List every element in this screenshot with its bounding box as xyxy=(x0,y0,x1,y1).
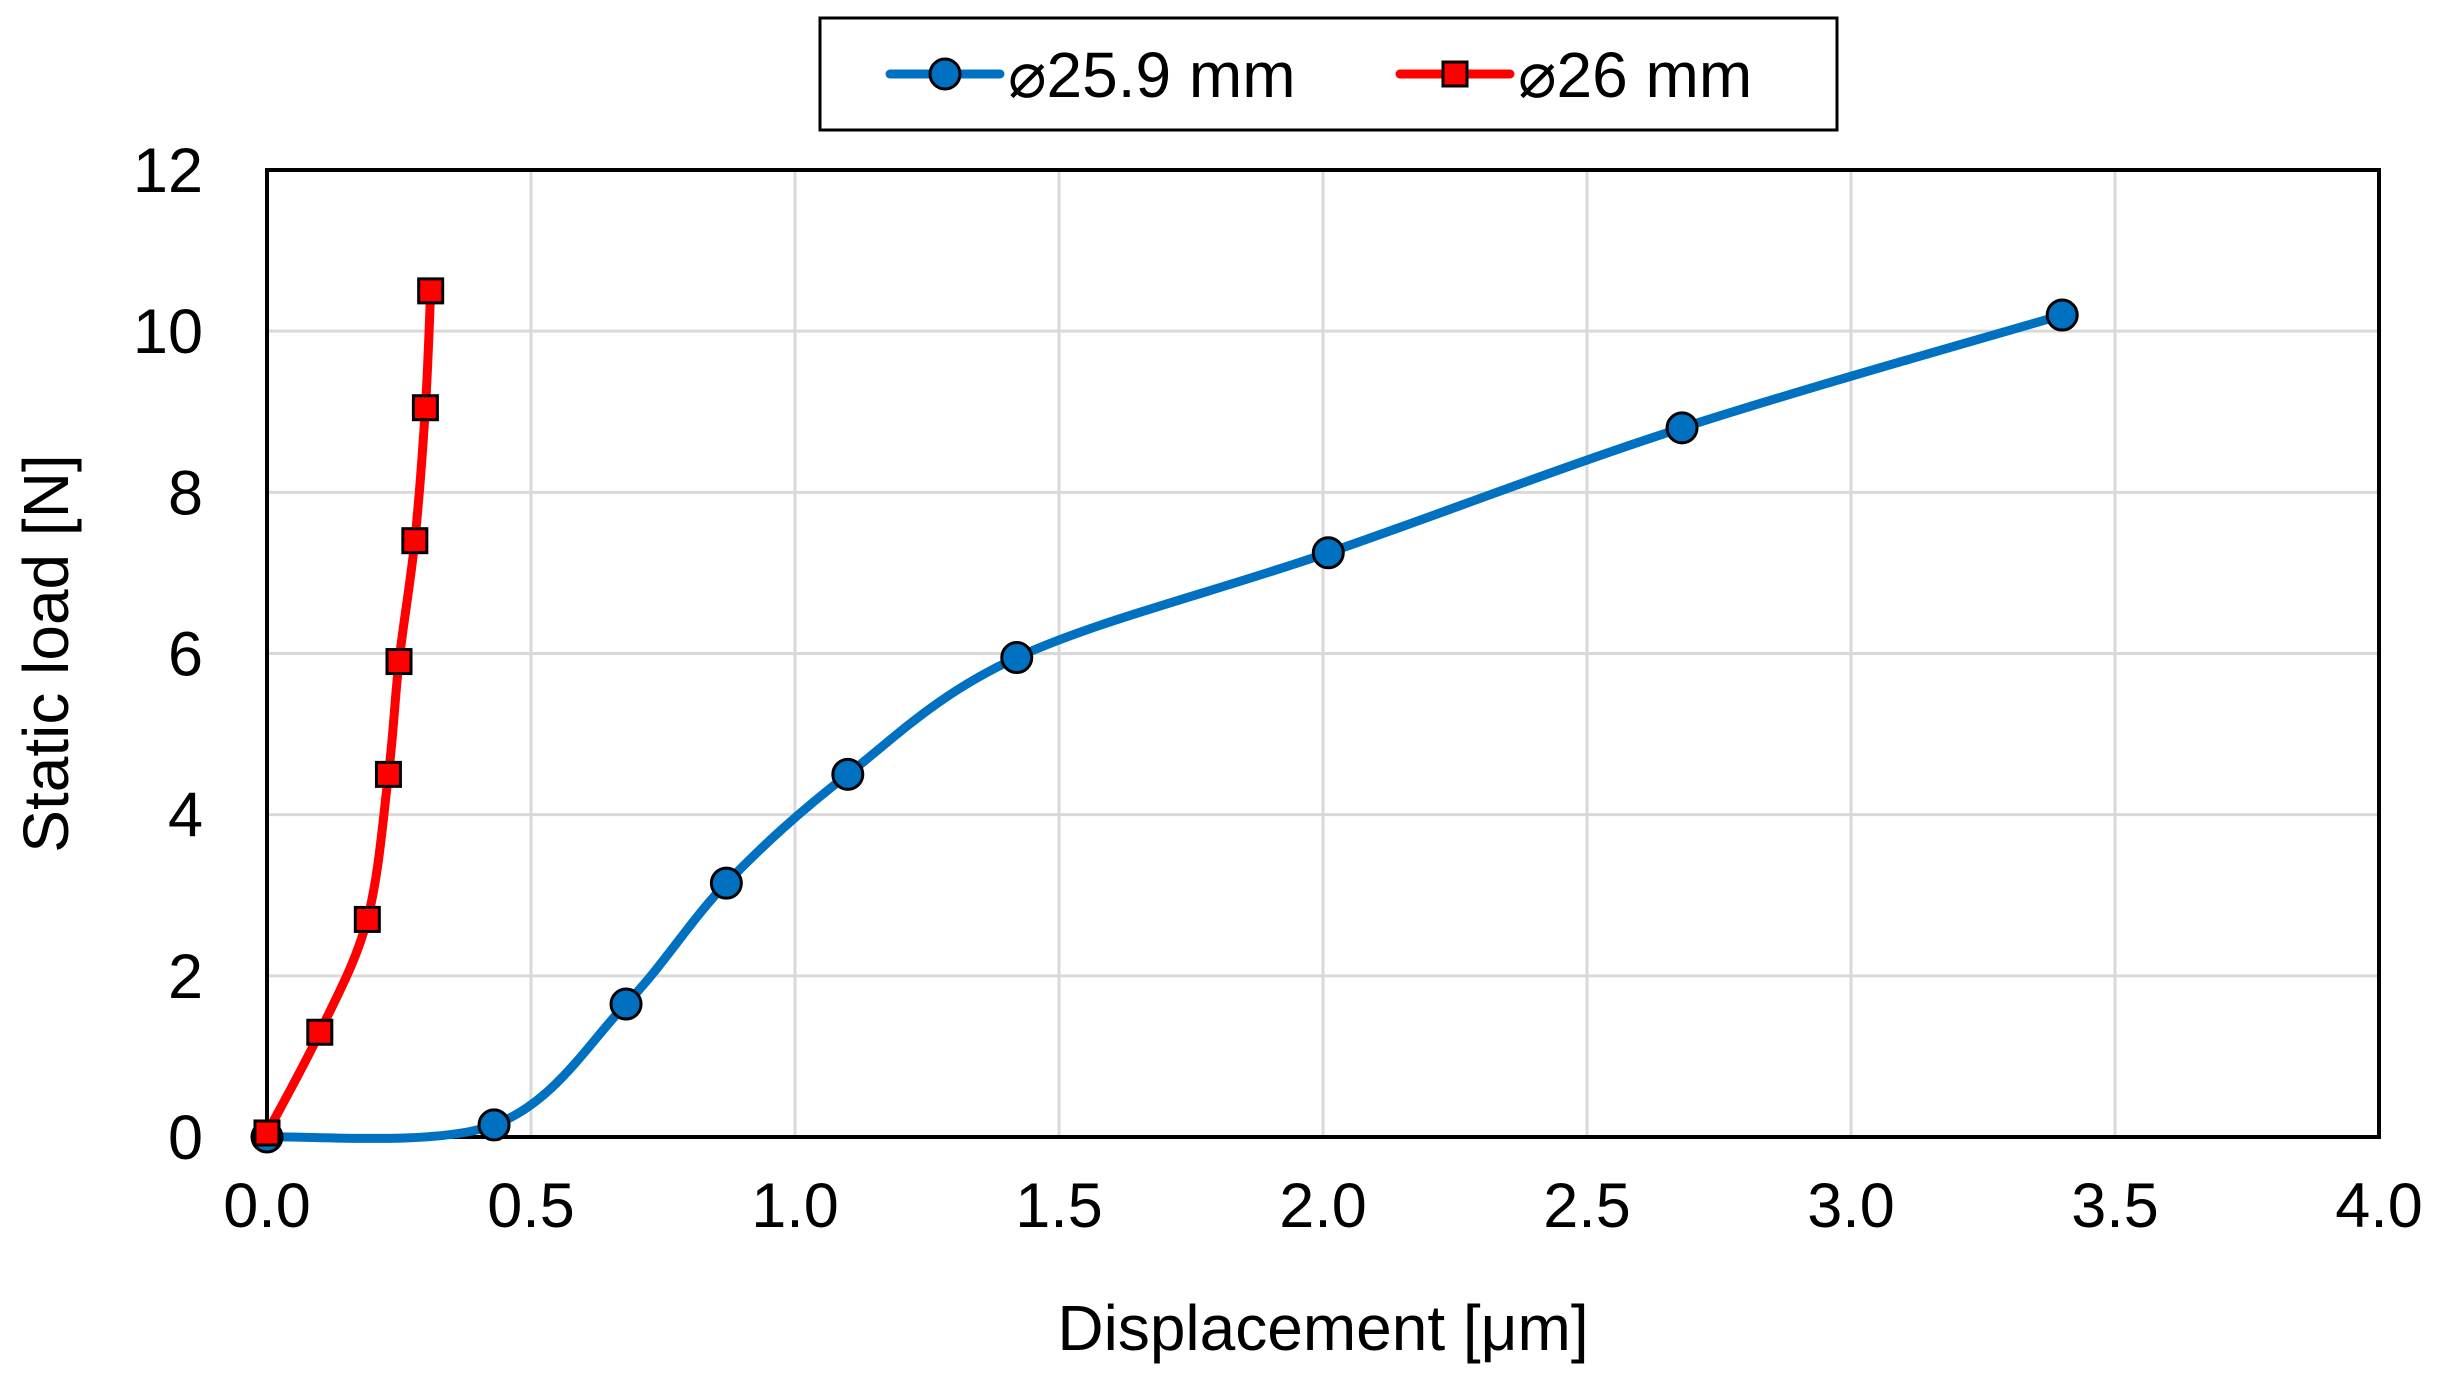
data-point xyxy=(1665,411,1699,445)
data-point xyxy=(609,987,643,1021)
data-point xyxy=(374,760,402,788)
y-tick-label: 12 xyxy=(133,136,203,206)
x-tick-label: 1.5 xyxy=(1015,1171,1103,1241)
series-line xyxy=(262,310,2067,1144)
y-tick-label: 6 xyxy=(168,620,203,690)
legend-marker xyxy=(928,57,962,91)
x-tick-label: 0.5 xyxy=(487,1171,575,1241)
data-point xyxy=(411,394,439,422)
x-tick-label: 4.0 xyxy=(2335,1171,2423,1241)
legend: ⌀25.9 mm ⌀26 mm xyxy=(818,16,1839,132)
x-axis-title: Displacement [μm] xyxy=(1057,1292,1588,1364)
series-line xyxy=(262,286,436,1138)
data-point xyxy=(417,277,445,305)
x-tick-label: 3.0 xyxy=(1807,1171,1895,1241)
data-point xyxy=(353,905,381,933)
y-tick-label: 8 xyxy=(168,458,203,528)
y-tick-label: 0 xyxy=(168,1103,203,1173)
x-tick-label: 2.5 xyxy=(1543,1171,1631,1241)
legend-item: ⌀25.9 mm xyxy=(885,39,1296,111)
data-point xyxy=(477,1108,511,1142)
x-tick-label: 2.0 xyxy=(1279,1171,1367,1241)
x-tick-label: 1.0 xyxy=(751,1171,839,1241)
x-axis-ticks: 0.0 0.5 1.0 1.5 2.0 2.5 3.0 3.5 4.0 xyxy=(223,1171,2423,1241)
x-tick-label: 3.5 xyxy=(2071,1171,2159,1241)
y-tick-label: 10 xyxy=(133,297,203,367)
y-axis-ticks: 0 2 4 6 8 10 12 xyxy=(133,136,203,1173)
y-tick-label: 4 xyxy=(168,781,203,851)
legend-label: ⌀25.9 mm xyxy=(1008,39,1296,111)
data-point xyxy=(385,648,413,676)
y-tick-label: 2 xyxy=(168,942,203,1012)
y-axis-title: Static load [N] xyxy=(10,454,82,852)
data-point xyxy=(253,1119,281,1147)
data-point xyxy=(709,866,743,900)
plot-area xyxy=(265,168,2381,1139)
legend-label: ⌀26 mm xyxy=(1518,39,1752,111)
data-point xyxy=(401,527,429,555)
legend-item: ⌀26 mm xyxy=(1395,39,1752,111)
legend-items: ⌀25.9 mm ⌀26 mm xyxy=(885,39,1752,111)
series-layer xyxy=(250,277,2079,1154)
data-point xyxy=(2045,298,2079,332)
data-point xyxy=(1311,536,1345,570)
legend-marker xyxy=(1441,60,1469,88)
data-point xyxy=(831,757,865,791)
data-point xyxy=(1000,641,1034,675)
x-tick-label: 0.0 xyxy=(223,1171,311,1241)
series-2 xyxy=(253,277,445,1147)
data-point xyxy=(306,1018,334,1046)
